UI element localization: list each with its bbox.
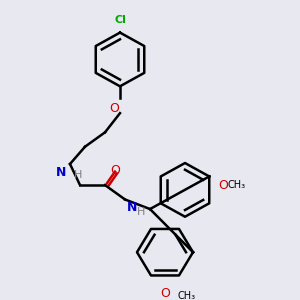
Text: Cl: Cl — [114, 15, 126, 25]
Text: O: O — [218, 178, 228, 192]
Text: CH₃: CH₃ — [177, 291, 195, 300]
Text: N: N — [127, 201, 137, 214]
Text: H: H — [74, 170, 82, 180]
Text: N: N — [56, 166, 66, 179]
Text: CH₃: CH₃ — [228, 180, 246, 190]
Text: O: O — [109, 102, 119, 115]
Text: O: O — [160, 287, 170, 300]
Text: H: H — [137, 207, 146, 217]
Text: O: O — [110, 164, 120, 177]
